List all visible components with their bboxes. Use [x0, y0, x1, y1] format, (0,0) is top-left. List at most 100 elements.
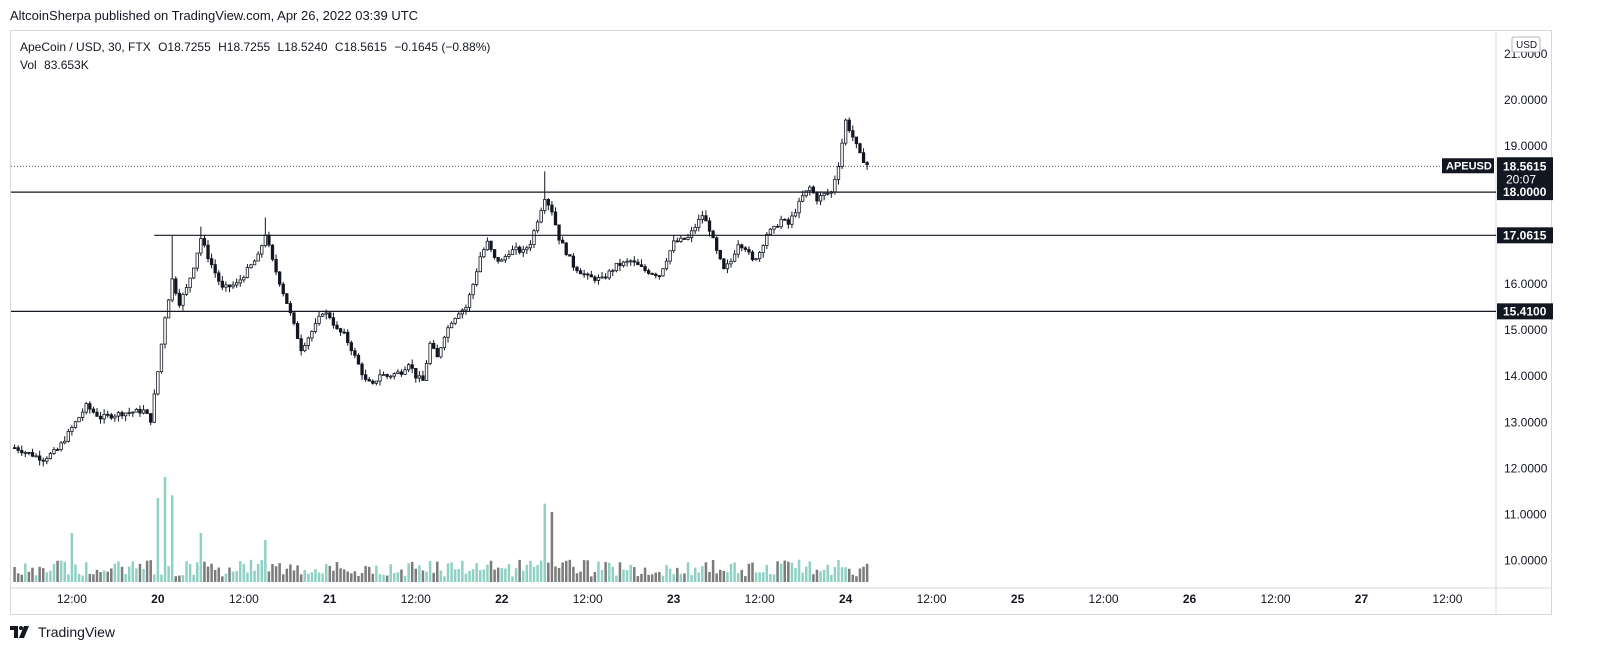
volume-bar [110, 568, 113, 582]
time-tick-label: 24 [839, 592, 853, 606]
volume-bar [142, 568, 145, 582]
candle-body [492, 249, 497, 258]
candle-body [689, 230, 694, 238]
volume-bar [335, 562, 339, 582]
volume-bar [586, 560, 589, 582]
price-tick-label: 13.0000 [1504, 415, 1548, 429]
candle-body [693, 227, 697, 232]
currency-button-label[interactable]: USD [1516, 40, 1537, 51]
footer-brand: TradingView [10, 624, 115, 640]
legend-symbol[interactable]: ApeCoin / USD, 30, FTX [20, 40, 151, 54]
currency-button[interactable] [1511, 36, 1541, 53]
volume-bar [328, 565, 332, 582]
candle-body [55, 449, 60, 451]
candle-body [725, 263, 730, 270]
volume-bar [554, 566, 557, 582]
candle-body [464, 307, 468, 311]
candle-body [367, 379, 371, 382]
candle-body [20, 450, 24, 454]
volume-bar [808, 561, 812, 582]
volume-bar [81, 575, 84, 582]
price-tick-label: 12.0000 [1504, 461, 1548, 475]
candle-body [245, 267, 250, 278]
time-tick-label: 12:00 [573, 592, 603, 606]
level-price-label: 18.0000 [1503, 185, 1547, 199]
volume-bar [446, 563, 450, 582]
candle-body [826, 192, 830, 195]
candle-body [406, 364, 411, 371]
candle-body [607, 270, 611, 279]
candle-body [317, 315, 321, 324]
chart-legend: ApeCoin / USD, 30, FTX O18.7255 H18.7255… [20, 38, 494, 74]
volume-bar [683, 573, 686, 582]
volume-bar [747, 563, 751, 582]
candle-body [98, 415, 103, 420]
candle-body [84, 403, 88, 413]
candle-body [356, 354, 361, 365]
volume-bar [145, 560, 149, 582]
candle-body [772, 225, 776, 230]
volume-bar [299, 574, 303, 582]
candle-body [779, 218, 783, 228]
volume-bar [708, 571, 711, 582]
volume-bar [256, 563, 260, 582]
candle-body [625, 260, 629, 263]
candle-body [514, 246, 518, 251]
volume-bar [181, 575, 185, 582]
volume-bar [812, 574, 815, 582]
volume-bar [561, 562, 564, 582]
volume-bar [403, 575, 407, 582]
candle-body [424, 363, 429, 381]
candle-body [729, 260, 733, 265]
volume-bar [160, 574, 163, 582]
candle-body [843, 119, 848, 144]
volume-bar [20, 574, 24, 582]
time-tick-label: 21 [323, 592, 337, 606]
volume-bar [550, 512, 554, 582]
candle-body [833, 179, 837, 193]
volume-bar [679, 573, 683, 582]
volume-bar [314, 569, 317, 582]
volume-bar [206, 566, 210, 582]
volume-bar [235, 571, 238, 582]
volume-bar [170, 495, 174, 582]
volume-bar [575, 573, 579, 582]
volume-bar [547, 562, 550, 582]
candle-body [783, 218, 787, 221]
candle-body [775, 225, 780, 228]
candle-body [500, 259, 504, 262]
volume-bar [568, 559, 572, 582]
volume-bar [285, 568, 289, 582]
candle-body [281, 283, 285, 295]
volume-bar [34, 575, 38, 582]
volume-bar [106, 571, 109, 582]
candle-body [381, 374, 386, 376]
candle-body [231, 284, 235, 288]
volume-bar [385, 575, 389, 582]
volume-bar [450, 562, 453, 582]
candle-body [704, 215, 708, 222]
volume-bar [127, 566, 131, 582]
candle-body [761, 245, 765, 253]
legend-volume-label[interactable]: Vol [20, 58, 37, 72]
volume-bar [593, 572, 597, 582]
volume-bar [815, 569, 819, 582]
price-tick-label: 16.0000 [1504, 277, 1548, 291]
volume-bar [475, 563, 478, 582]
candle-body [91, 408, 96, 413]
candle-body [503, 256, 507, 261]
candle-body [385, 374, 389, 377]
volume-bar [421, 570, 425, 582]
last-price-tag [1497, 157, 1553, 188]
volume-bar [77, 573, 81, 582]
volume-bar [625, 570, 629, 582]
volume-bar [471, 569, 475, 582]
level-price-tag [1497, 184, 1553, 201]
volume-bar [289, 564, 292, 582]
candle-body [553, 211, 558, 226]
volume-bar [436, 561, 439, 582]
volume-bar [479, 570, 482, 582]
legend-high: H18.7255 [218, 40, 271, 54]
volume-bar [400, 569, 403, 582]
